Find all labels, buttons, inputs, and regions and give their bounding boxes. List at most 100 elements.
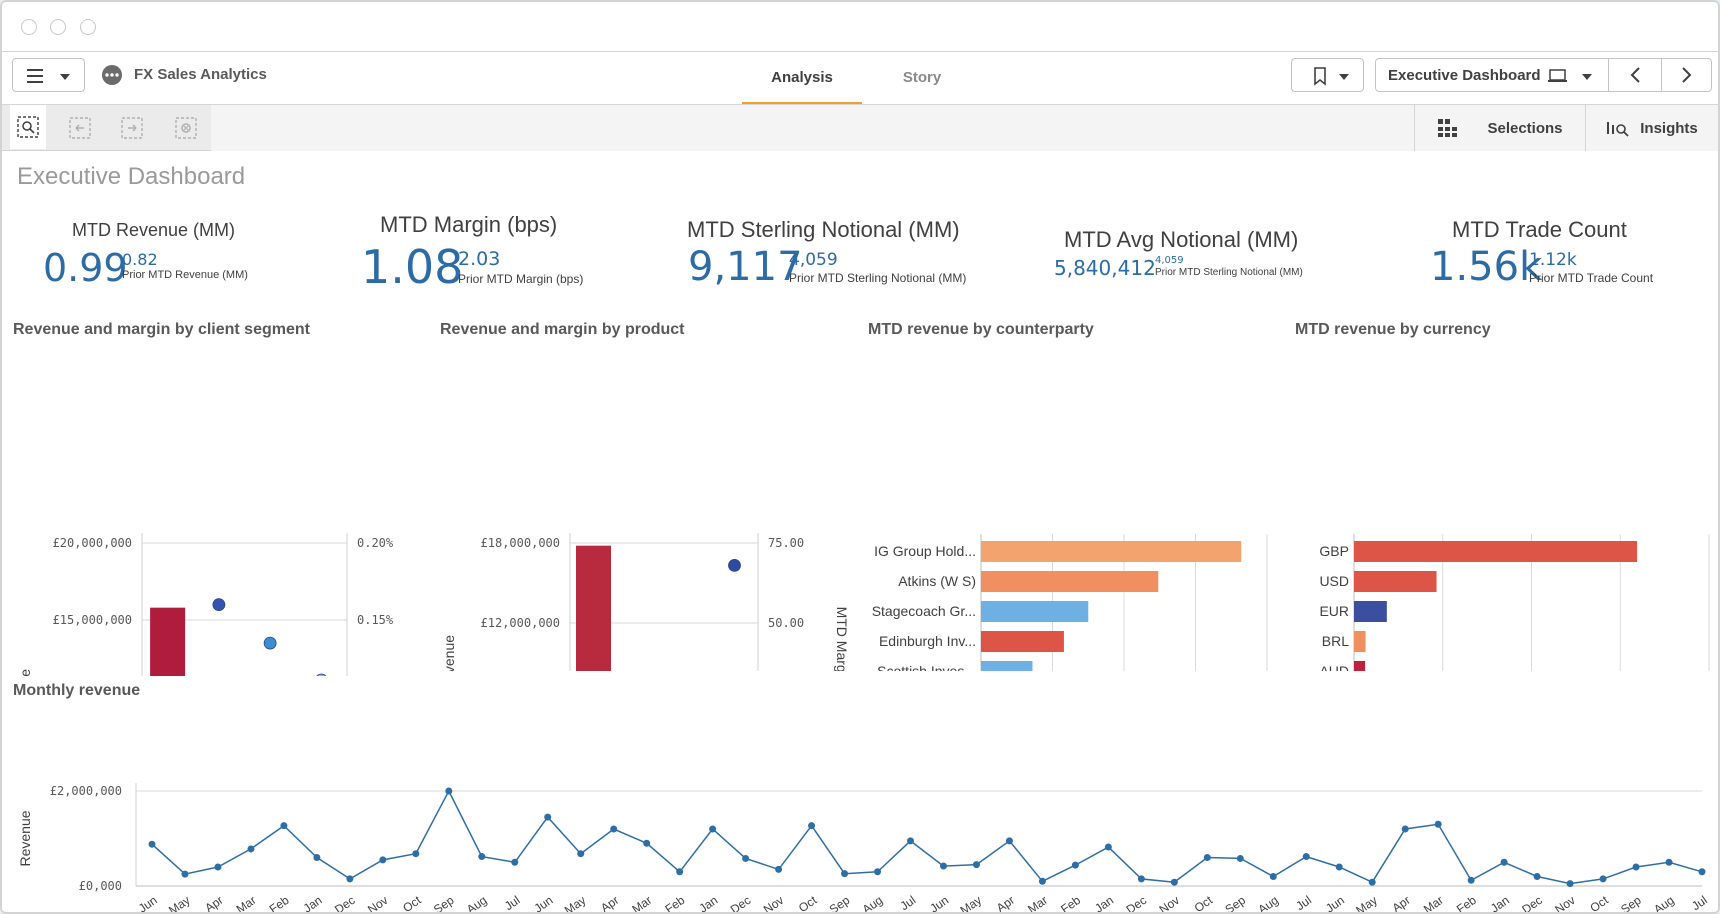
- smart-search-icon[interactable]: [10, 105, 46, 149]
- revenue-point-34: [1236, 854, 1244, 862]
- navigation-menu-button[interactable]: [12, 58, 85, 92]
- revenue-line: [151, 789, 1703, 885]
- revenue-point-39: [1401, 825, 1409, 833]
- margin-point-4: [316, 673, 327, 676]
- category-label: GBP: [1319, 543, 1349, 559]
- x-tick-label: Oct: [1192, 893, 1216, 914]
- y-tick-label: £0,000: [79, 879, 122, 893]
- category-label: Scottish Inves...: [877, 663, 976, 671]
- x-tick-label: Oct: [796, 893, 820, 914]
- x-tick-label: May: [958, 893, 985, 914]
- bar-3: [981, 601, 1089, 622]
- x-tick-label: May: [166, 893, 193, 914]
- category-label: BRL: [1322, 633, 1349, 649]
- bar-1: [576, 545, 611, 671]
- selections-icon: [1438, 119, 1458, 137]
- kpi-title: MTD Revenue (MM): [72, 220, 236, 240]
- sheet-navigator: Executive Dashboard: [1375, 58, 1712, 92]
- revenue-point-6: [313, 854, 321, 861]
- chart-title-product: Revenue and margin by product: [440, 321, 685, 338]
- x-tick-label: Feb: [1058, 893, 1083, 914]
- kpi-prior-value: 4,059: [1155, 255, 1184, 266]
- x-tick-label: Aug: [1651, 893, 1677, 914]
- kpi-prior-label: Prior MTD Sterling Notional (MM): [1155, 267, 1303, 278]
- y2-tick-label: 50.00: [768, 616, 804, 630]
- chart-currency[interactable]: 0.000.200.400.600.80GBPUSDEURBRLAUDSGDCZ…: [1292, 341, 1718, 671]
- revenue-point-25: [939, 862, 947, 870]
- revenue-point-24: [907, 837, 915, 845]
- x-tick-label: Apr: [994, 893, 1017, 914]
- revenue-point-20: [775, 865, 783, 873]
- tab-story[interactable]: Story: [902, 69, 942, 86]
- revenue-point-29: [1071, 861, 1079, 869]
- x-tick-label: Dec: [728, 893, 754, 914]
- y-tick-label: £12,000,000: [481, 616, 560, 630]
- revenue-point-47: [1665, 858, 1673, 866]
- x-tick-label: Feb: [267, 893, 292, 914]
- revenue-point-1: [148, 840, 156, 848]
- category-label: USD: [1319, 573, 1349, 589]
- kpi-value: 1.08: [361, 240, 464, 294]
- chart-counterparty[interactable]: 0.000.050.100.150.20IG Group Hold...Atki…: [862, 341, 1292, 671]
- bar-2: [981, 571, 1159, 592]
- bookmarks-button[interactable]: [1291, 58, 1364, 92]
- bar-1: [150, 607, 186, 676]
- revenue-point-23: [874, 868, 882, 876]
- kpi-prior-value: 1.12k: [1529, 250, 1577, 270]
- step-back-icon[interactable]: [62, 105, 98, 151]
- app-more-icon[interactable]: [101, 64, 123, 86]
- page-title: Executive Dashboard: [17, 163, 246, 190]
- window-close-button[interactable]: [21, 19, 37, 35]
- x-tick-label: Apr: [598, 893, 621, 914]
- revenue-point-37: [1335, 863, 1343, 871]
- bar-2: [1354, 571, 1437, 592]
- x-tick-label: Mar: [1421, 893, 1446, 914]
- next-sheet-button[interactable]: [1662, 59, 1712, 91]
- revenue-point-46: [1632, 863, 1640, 871]
- x-tick-label: Aug: [1255, 893, 1281, 914]
- y-tick-label: £15,000,000: [53, 613, 132, 627]
- revenue-point-38: [1368, 878, 1376, 886]
- window-maximize-button[interactable]: [80, 19, 96, 35]
- revenue-point-21: [808, 822, 816, 830]
- x-tick-label: Aug: [464, 893, 490, 914]
- app-title: FX Sales Analytics: [134, 66, 267, 83]
- sheet-content: Executive Dashboard MTD Revenue (MM) 0.9…: [2, 151, 1718, 914]
- revenue-point-28: [1038, 877, 1046, 885]
- x-tick-label: Jun: [532, 893, 556, 914]
- x-tick-label: Apr: [1390, 893, 1413, 914]
- revenue-point-40: [1434, 820, 1442, 828]
- x-tick-label: Jan: [696, 893, 720, 914]
- selections-button[interactable]: Selections: [1415, 105, 1585, 151]
- y2-tick-label: 0.15%: [357, 613, 394, 627]
- kpi-prior-value: 2.03: [458, 248, 501, 270]
- tab-analysis[interactable]: Analysis: [742, 52, 862, 104]
- x-tick-label: Mar: [1025, 893, 1050, 914]
- revenue-point-41: [1467, 876, 1475, 884]
- x-tick-label: Feb: [1454, 893, 1479, 914]
- x-tick-label: Sep: [827, 893, 853, 914]
- category-label: EUR: [1319, 603, 1349, 619]
- chart-monthly-revenue[interactable]: £2,000,000 £0,000 Revenue Jun May Apr Mar Feb Ja…: [2, 701, 1718, 914]
- chart-client-segment[interactable]: £0,0000.00%£5,000,0000.05%£10,000,0000.1…: [2, 341, 432, 676]
- x-tick-label: Jun: [927, 893, 951, 914]
- chart-product[interactable]: £0,0000.00£6,000,00025.00£12,000,00050.0…: [432, 341, 862, 671]
- x-tick-label: Oct: [400, 893, 424, 914]
- sheet-selector-label[interactable]: Executive Dashboard: [1388, 67, 1541, 84]
- revenue-point-31: [1137, 875, 1145, 883]
- window-minimize-button[interactable]: [50, 19, 66, 35]
- revenue-point-35: [1269, 873, 1277, 880]
- x-tick-label: Nov: [761, 893, 787, 914]
- y-tick-label: £20,000,000: [53, 536, 132, 550]
- x-tick-label: Mar: [629, 893, 654, 914]
- revenue-point-14: [577, 850, 585, 858]
- revenue-point-30: [1104, 843, 1112, 851]
- insights-button[interactable]: Insights: [1586, 105, 1718, 151]
- clear-selections-icon[interactable]: [168, 105, 204, 151]
- sheet-dropdown-icon[interactable]: [1548, 59, 1608, 93]
- previous-sheet-button[interactable]: [1609, 59, 1661, 91]
- x-tick-label: May: [562, 893, 589, 914]
- kpi-title: MTD Sterling Notional (MM): [687, 217, 960, 242]
- step-forward-icon[interactable]: [114, 105, 150, 151]
